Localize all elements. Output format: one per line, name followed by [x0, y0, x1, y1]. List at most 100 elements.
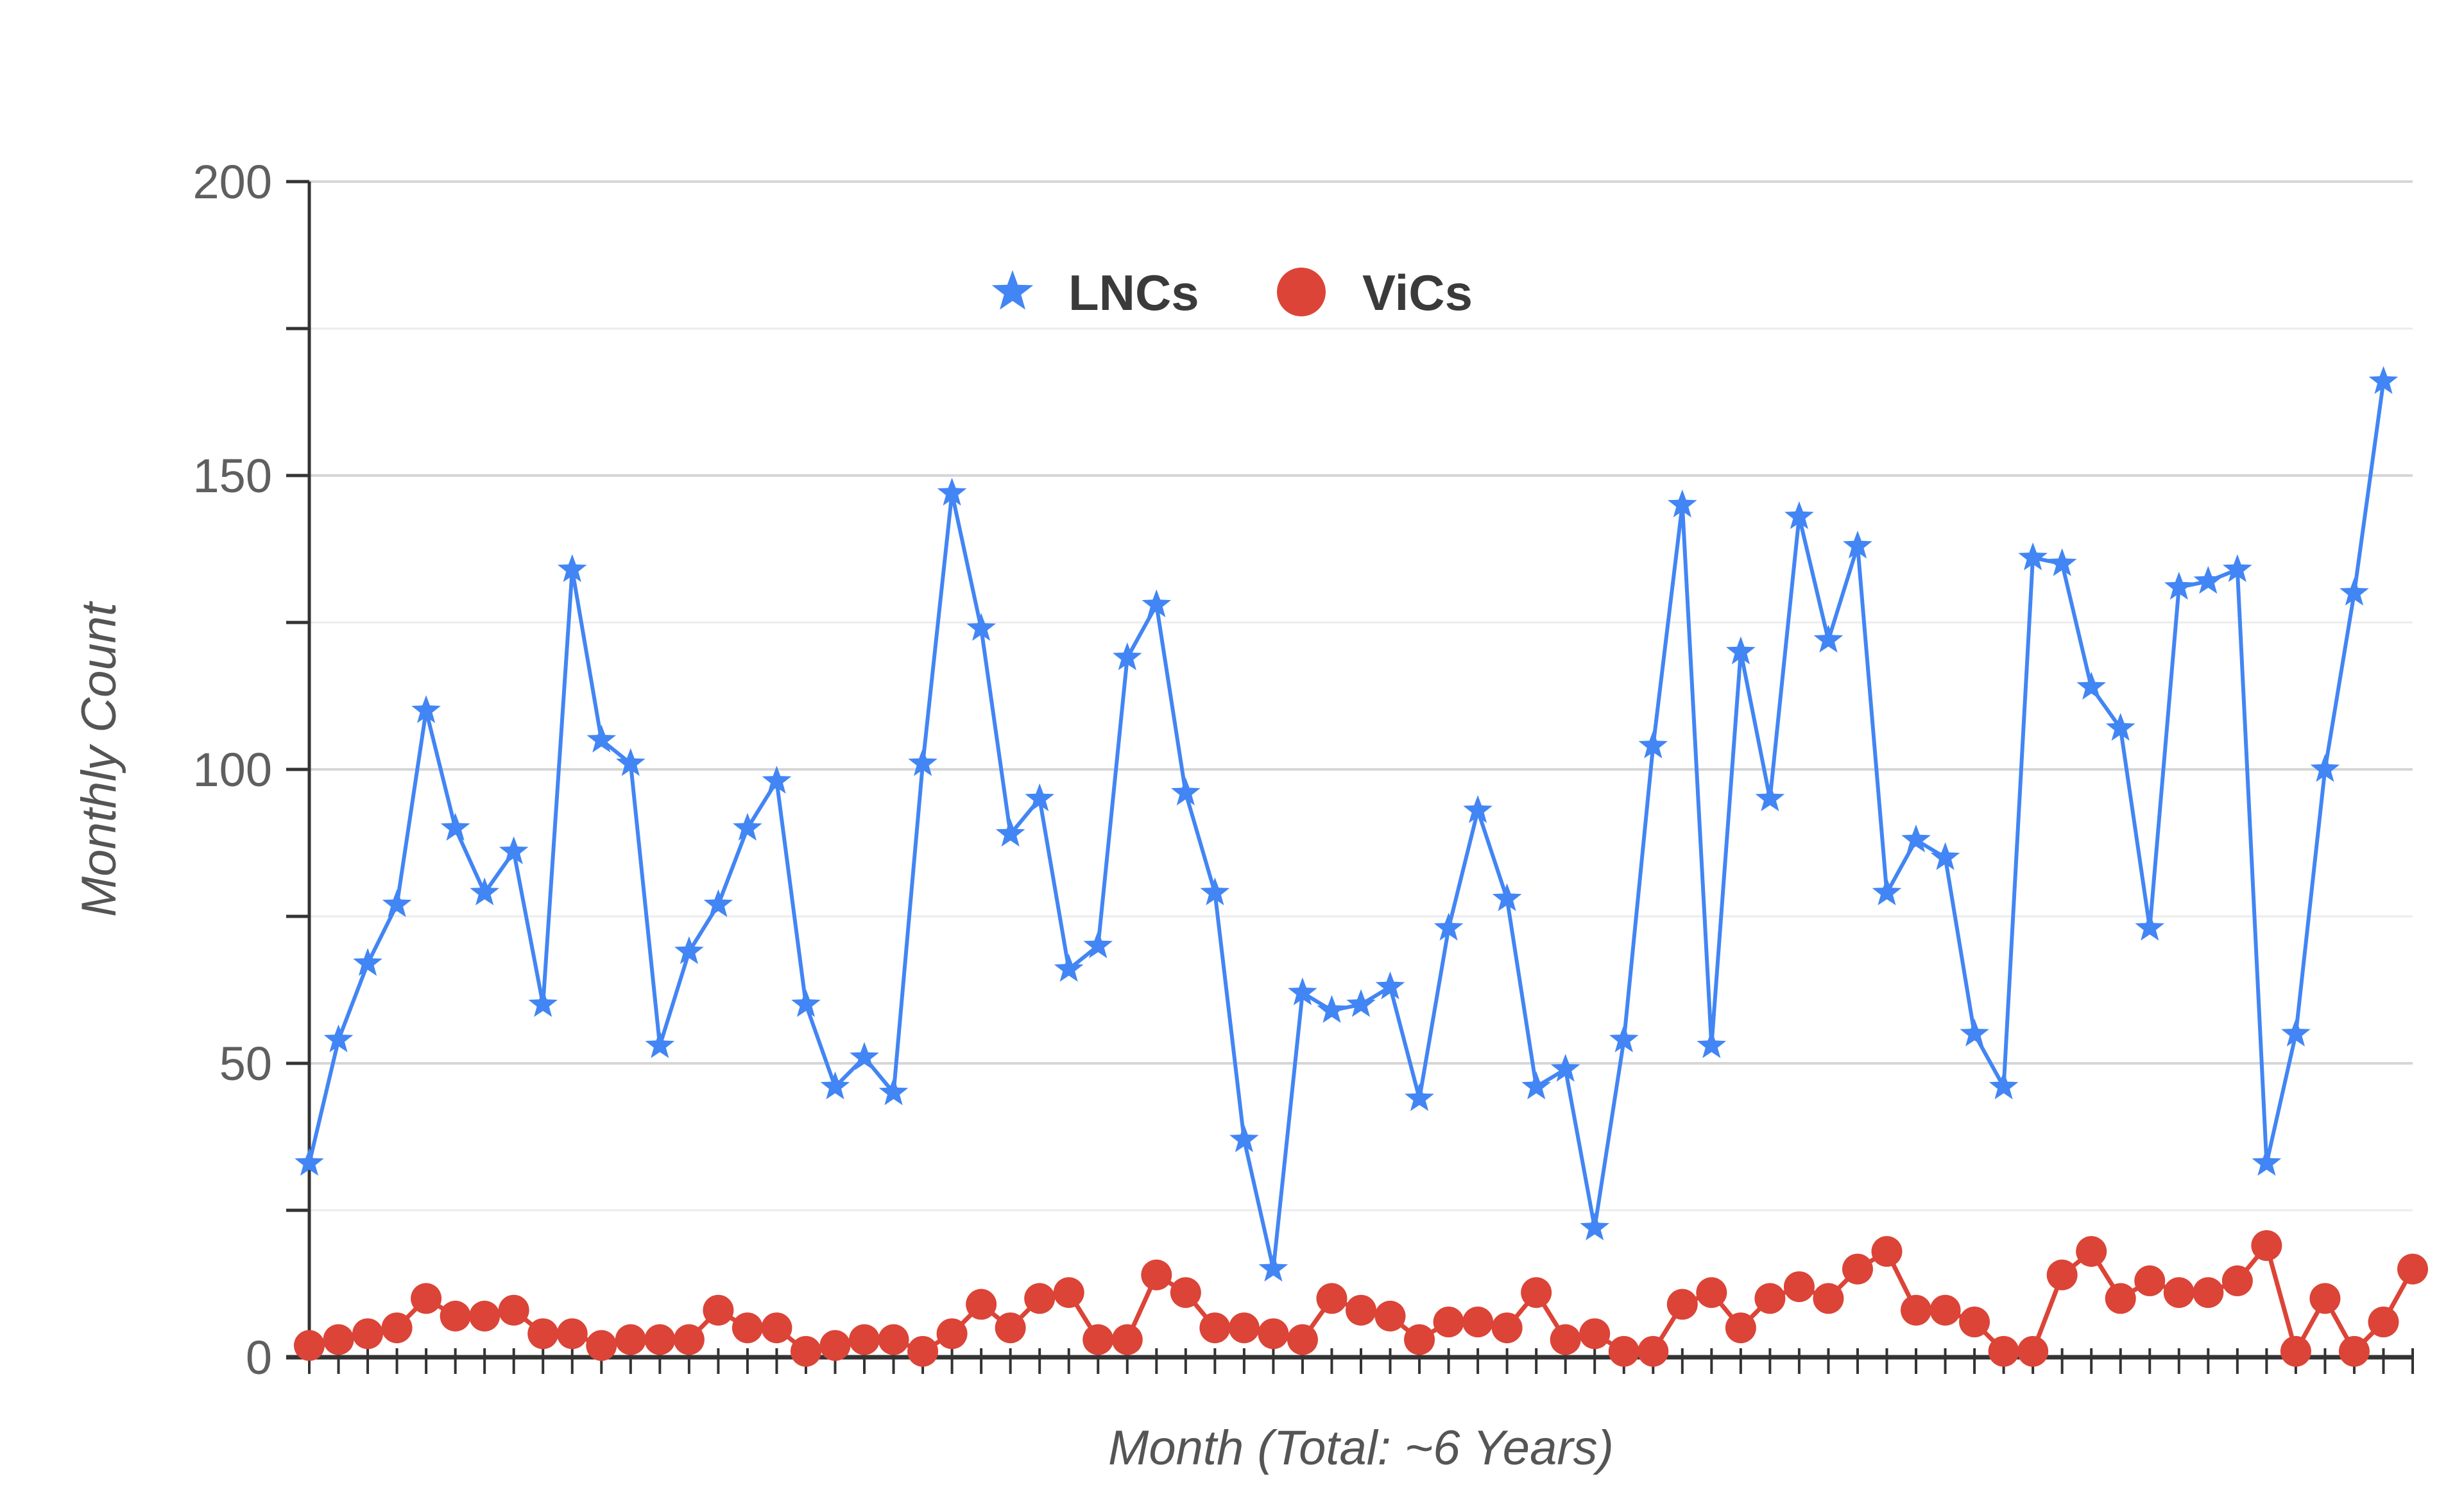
- circle-icon: [1277, 268, 1326, 316]
- data-point-star: [2047, 548, 2077, 576]
- data-point-star: [1784, 501, 1814, 529]
- data-point-star: [937, 477, 967, 506]
- data-point-circle: [1170, 1277, 1201, 1308]
- data-point-circle: [936, 1318, 968, 1350]
- data-point-circle: [1521, 1277, 1552, 1308]
- data-point-star: [2340, 578, 2369, 606]
- data-point-circle: [790, 1335, 821, 1367]
- data-point-circle: [1959, 1307, 1990, 1338]
- y-tick-label: 150: [193, 449, 272, 502]
- data-point-star: [1521, 1071, 1551, 1100]
- data-point-circle: [2221, 1265, 2253, 1296]
- data-point-star: [1901, 824, 1931, 853]
- data-point-star: [2281, 1018, 2311, 1047]
- data-point-star: [2223, 554, 2252, 582]
- data-point-circle: [1404, 1324, 1435, 1355]
- data-point-circle: [1550, 1324, 1581, 1355]
- data-point-star: [1346, 989, 1376, 1017]
- data-point-circle: [2368, 1307, 2399, 1338]
- data-point-circle: [1783, 1271, 1815, 1303]
- data-point-star: [1258, 1253, 1288, 1282]
- data-point-star: [499, 836, 529, 864]
- data-point-star: [2252, 1147, 2282, 1176]
- data-point-circle: [761, 1312, 792, 1344]
- data-point-star: [1171, 777, 1201, 806]
- data-point-circle: [2193, 1277, 2224, 1308]
- data-point-star: [2135, 913, 2165, 941]
- data-point-circle: [2105, 1283, 2136, 1314]
- data-point-circle: [2309, 1283, 2341, 1314]
- data-point-star: [2368, 366, 2399, 394]
- data-point-circle: [1374, 1300, 1406, 1332]
- data-point-circle: [2280, 1335, 2311, 1367]
- data-point-circle: [1725, 1312, 1756, 1344]
- data-point-circle: [849, 1324, 880, 1355]
- data-point-circle: [703, 1294, 734, 1326]
- data-point-star: [1375, 971, 1405, 1000]
- data-point-circle: [1988, 1335, 2019, 1367]
- data-point-star: [1668, 489, 1697, 518]
- data-point-circle: [1696, 1277, 1727, 1308]
- data-point-circle: [1929, 1294, 1961, 1326]
- data-point-circle: [2163, 1277, 2194, 1308]
- y-tick-label: 100: [193, 743, 272, 796]
- data-point-circle: [1082, 1324, 1114, 1355]
- y-tick-label: 200: [193, 155, 272, 209]
- data-point-circle: [1842, 1253, 1873, 1285]
- data-point-star: [878, 1077, 909, 1106]
- legend-item-vics: ViCs: [1277, 264, 1473, 321]
- legend-star-icon: [991, 270, 1034, 310]
- data-point-star: [1638, 730, 1668, 759]
- legend-circle-icon: [1277, 268, 1326, 316]
- x-axis-title: Month (Total: ~6 Years): [1108, 1421, 1614, 1475]
- data-point-circle: [907, 1335, 939, 1367]
- data-point-circle: [2076, 1236, 2107, 1267]
- data-point-circle: [1579, 1318, 1611, 1350]
- axes: 0 50 100 150 200: [193, 155, 2414, 1384]
- legend-item-lncs: LNCs: [991, 264, 1199, 321]
- data-point-star: [1989, 1071, 2019, 1100]
- data-point-star: [762, 766, 792, 794]
- data-point-star: [908, 748, 937, 776]
- star-icon: [991, 270, 1034, 310]
- y-tick-label: 0: [246, 1331, 272, 1384]
- data-point-star: [820, 1071, 850, 1100]
- data-point-star: [411, 695, 441, 723]
- data-point-star: [1229, 1124, 1259, 1153]
- data-point-star: [440, 812, 470, 841]
- data-point-circle: [323, 1324, 354, 1355]
- data-point-circle: [1462, 1307, 1494, 1338]
- data-point-circle: [411, 1283, 442, 1314]
- data-point-circle: [586, 1330, 617, 1361]
- data-point-star: [1317, 995, 1347, 1023]
- data-point-star: [295, 1147, 324, 1176]
- data-point-star: [382, 889, 412, 918]
- data-point-star: [1609, 1024, 1639, 1052]
- data-point-star: [1930, 842, 1960, 870]
- data-point-circle: [440, 1300, 471, 1332]
- data-point-star: [557, 554, 587, 582]
- data-point-star: [1025, 783, 1054, 812]
- data-point-circle: [2017, 1335, 2049, 1367]
- data-point-circle: [2338, 1335, 2370, 1367]
- series-lncs: [295, 366, 2399, 1282]
- data-point-circle: [878, 1324, 909, 1355]
- data-point-star: [674, 936, 704, 965]
- data-point-circle: [294, 1330, 325, 1361]
- data-point-star: [1580, 1212, 1609, 1240]
- data-point-circle: [1491, 1312, 1523, 1344]
- data-point-circle: [381, 1312, 413, 1344]
- data-point-circle: [2251, 1230, 2282, 1261]
- data-point-star: [1463, 795, 1493, 823]
- data-point-circle: [1433, 1307, 1464, 1338]
- data-point-star: [470, 877, 499, 905]
- data-point-circle: [1813, 1283, 1844, 1314]
- data-point-circle: [1316, 1283, 1348, 1314]
- data-point-star: [1726, 636, 1756, 665]
- data-point-circle: [995, 1312, 1026, 1344]
- data-point-star: [1433, 913, 1464, 941]
- legend-label-vics: ViCs: [1362, 264, 1473, 321]
- series-line-lncs: [307, 381, 2386, 1271]
- data-point-circle: [1053, 1277, 1084, 1308]
